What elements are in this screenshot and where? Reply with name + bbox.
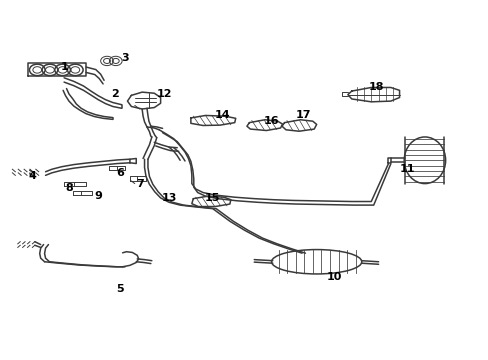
Text: 6: 6 bbox=[116, 168, 124, 178]
Text: 13: 13 bbox=[161, 193, 176, 203]
Text: 17: 17 bbox=[295, 111, 310, 121]
Text: 2: 2 bbox=[111, 89, 119, 99]
Text: 8: 8 bbox=[65, 183, 73, 193]
Text: 15: 15 bbox=[204, 193, 220, 203]
Text: 16: 16 bbox=[263, 116, 279, 126]
Text: 18: 18 bbox=[367, 82, 383, 92]
Text: 7: 7 bbox=[136, 179, 143, 189]
Text: 9: 9 bbox=[94, 191, 102, 201]
Text: 1: 1 bbox=[60, 62, 68, 72]
Text: 4: 4 bbox=[28, 171, 36, 181]
Text: 3: 3 bbox=[121, 53, 128, 63]
Text: 5: 5 bbox=[116, 284, 124, 294]
Text: 10: 10 bbox=[326, 272, 342, 282]
Text: 12: 12 bbox=[156, 89, 171, 99]
Text: 11: 11 bbox=[399, 164, 415, 174]
Text: 14: 14 bbox=[214, 111, 230, 121]
